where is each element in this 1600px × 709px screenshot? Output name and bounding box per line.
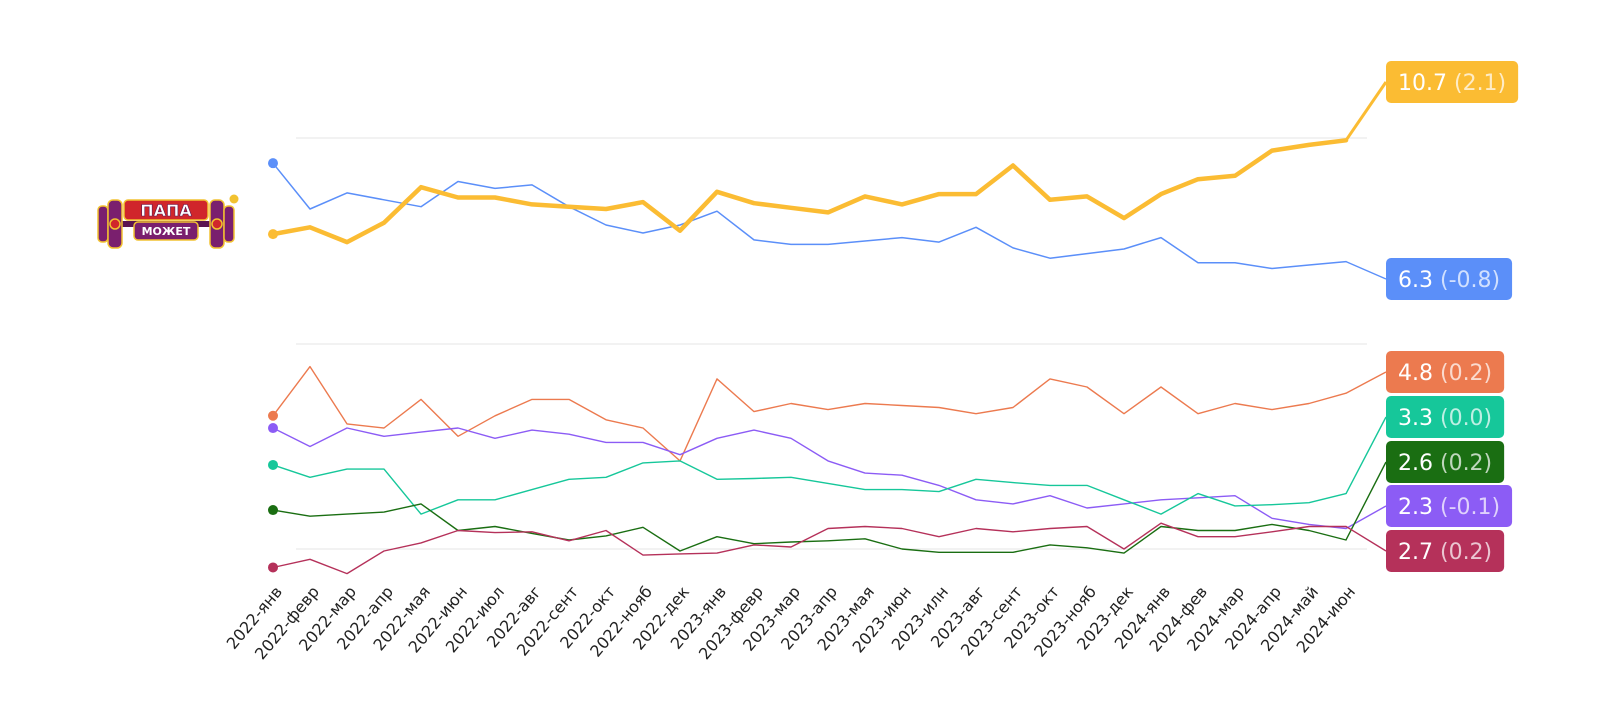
papa-mozhet-logo: ПАПА МОЖЕТ [97,194,239,249]
value-badge: 10.7 (2.1) [1386,61,1519,103]
series-line-4.8 [272,365,1347,462]
left-plate-hub [109,218,121,230]
badge-text: 3.3 (0.0) [1398,406,1492,431]
trademark-mark [229,194,239,204]
value-badges: 10.7 (2.1)6.3 (-0.8)4.8 (0.2)2.3 (-0.1)3… [1386,61,1519,572]
series-start-dots [268,158,278,573]
logo-top-banner [123,199,209,221]
series-line-3.3 [272,460,1347,515]
badge-connector [1345,461,1387,541]
badge-delta: (0.2) [1440,451,1492,476]
series-start-dot [268,459,278,470]
value-badge: 6.3 (-0.8) [1386,258,1513,300]
series-start-dot [268,158,278,169]
right-plate-hub [211,218,223,230]
badge-value: 2.7 [1398,540,1440,565]
gridlines [296,137,1367,550]
badge-connector [1345,260,1387,280]
badge-connector [1345,525,1387,552]
logo-bottom-banner [133,221,199,241]
badge-background [1386,485,1513,527]
value-badge: 3.3 (0.0) [1386,396,1505,438]
series-start-dot [268,562,278,573]
series-line-10.7 [270,138,1349,245]
badge-background [1386,258,1513,300]
series-line-2.3 [272,427,1347,530]
badge-delta: (0.2) [1440,361,1492,386]
x-axis-tick-labels: 2022-янв2022-февр2022-мар2022-апр2022-ма… [223,582,1359,663]
badge-text: 4.8 (0.2) [1398,361,1492,386]
badge-value: 2.6 [1398,451,1440,476]
badge-connector [1345,505,1387,530]
badge-background [1386,530,1505,572]
badge-background [1386,351,1505,393]
badge-text: 2.3 (-0.1) [1398,495,1500,520]
badge-value: 2.3 [1398,495,1440,520]
logo-line1: ПАПА [140,201,192,220]
badge-value: 10.7 [1398,71,1454,96]
badge-value: 3.3 [1398,406,1440,431]
badge-connector [1345,416,1387,494]
badge-connector [1345,371,1387,394]
badge-delta: (-0.8) [1440,268,1500,293]
series-line-6.3 [272,162,1347,270]
badge-text: 6.3 (-0.8) [1398,268,1500,293]
badge-value: 4.8 [1398,361,1440,386]
series-line-2.7 [272,522,1347,575]
series-start-dot [268,410,278,421]
badge-text: 10.7 (2.1) [1398,71,1506,96]
value-badge: 2.7 (0.2) [1386,530,1505,572]
badge-value: 6.3 [1398,268,1440,293]
badge-connector [1344,81,1388,142]
badge-delta: (-0.1) [1440,495,1500,520]
badge-delta: (2.1) [1454,71,1506,96]
logo-line2: МОЖЕТ [142,225,191,238]
value-badge: 2.3 (-0.1) [1386,485,1513,527]
series-start-dot [268,423,278,434]
left-plate-outer [97,205,109,243]
badge-background [1386,441,1505,483]
value-badge: 2.6 (0.2) [1386,441,1505,483]
badge-background [1386,61,1519,103]
series-lines [270,81,1388,575]
badge-background [1386,396,1505,438]
series-start-dot [268,505,278,516]
badge-text: 2.7 (0.2) [1398,540,1492,565]
badge-delta: (0.2) [1440,540,1492,565]
badge-text: 2.6 (0.2) [1398,451,1492,476]
series-start-dot [268,229,278,240]
series-line-2.6 [272,503,1347,554]
badge-delta: (0.0) [1440,406,1492,431]
value-badge: 4.8 (0.2) [1386,351,1505,393]
right-plate-outer [223,205,235,243]
